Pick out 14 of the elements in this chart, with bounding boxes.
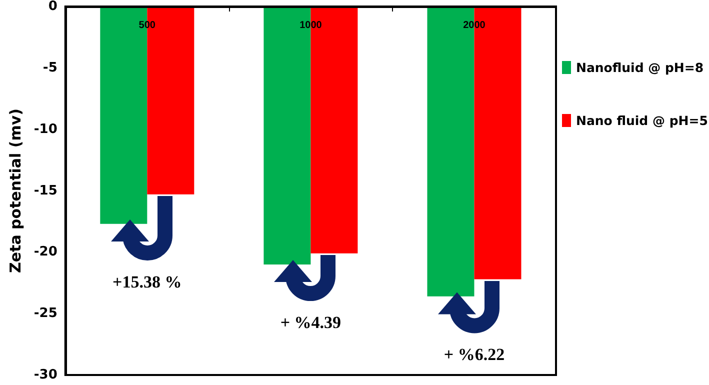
y-tick-label: -20 bbox=[34, 244, 58, 260]
annotation: +15.38 % bbox=[112, 272, 182, 292]
y-tick-label: -5 bbox=[42, 60, 58, 76]
y-tick-label: 0 bbox=[48, 0, 58, 14]
legend-label: Nano fluid @ pH=5 bbox=[576, 113, 708, 128]
y-tick-label: -30 bbox=[34, 368, 58, 382]
y-tick-label: -10 bbox=[34, 122, 58, 137]
legend-label: Nanofluid @ pH=8 bbox=[576, 60, 704, 75]
y-axis-title: Zeta potential (mv) bbox=[6, 108, 24, 274]
y-tick-label: -25 bbox=[34, 306, 58, 322]
x-tick-label: 500 bbox=[138, 20, 156, 31]
y-tick-label: -15 bbox=[34, 183, 58, 198]
annotation: + %6.22 bbox=[444, 344, 505, 364]
annotation: + %4.39 bbox=[280, 312, 342, 332]
